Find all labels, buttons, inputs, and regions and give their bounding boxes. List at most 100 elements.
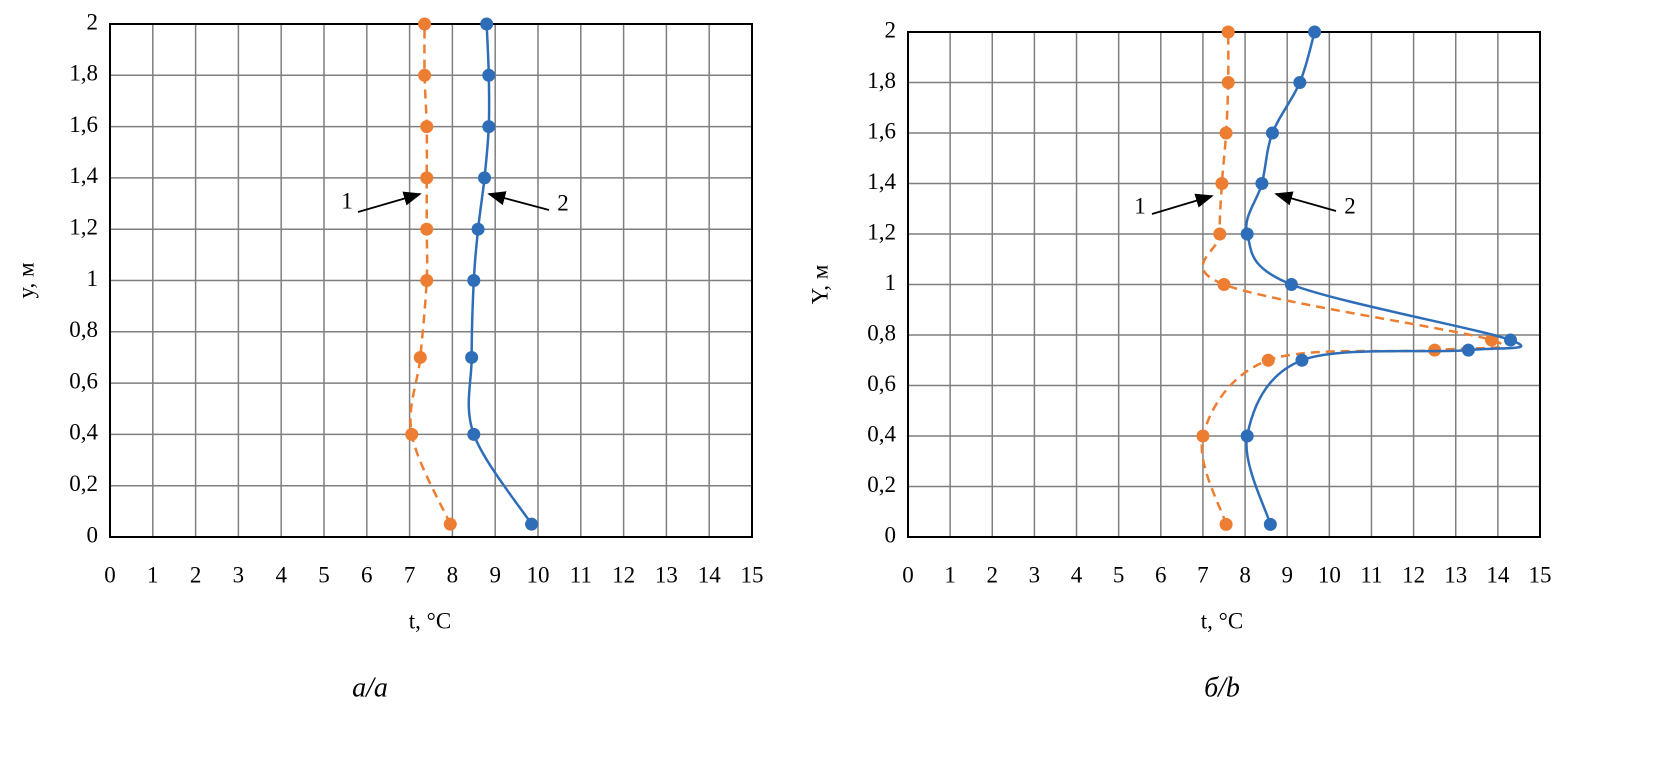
- y-tick-label: 0,8: [867, 320, 896, 345]
- data-point: [420, 222, 434, 236]
- data-point: [413, 350, 427, 364]
- x-axis-label: t, °C: [1201, 608, 1243, 633]
- data-point: [482, 120, 496, 134]
- y-tick-label: 1,4: [867, 169, 896, 194]
- x-tick-label: 5: [1113, 562, 1125, 587]
- data-point: [1240, 429, 1254, 443]
- y-tick-label: 0,2: [69, 471, 98, 496]
- x-tick-label: 9: [489, 562, 501, 587]
- x-tick-label: 11: [1360, 562, 1382, 587]
- x-tick-label: 3: [1029, 562, 1041, 587]
- data-point: [1255, 177, 1269, 190]
- data-point: [525, 517, 539, 531]
- y-tick-label: 1,6: [867, 118, 896, 143]
- annotation-arrow: [487, 191, 550, 211]
- y-axis-label: y, м: [13, 262, 38, 299]
- y-tick-label: 1,8: [867, 68, 896, 93]
- data-point: [420, 171, 434, 185]
- data-point: [1215, 177, 1229, 190]
- data-point: [1213, 227, 1227, 241]
- x-tick-label: 2: [190, 562, 202, 587]
- annotation: 2: [557, 190, 569, 215]
- data-point: [1221, 76, 1235, 89]
- x-tick-label: 6: [361, 562, 373, 587]
- series-line: [467, 23, 533, 525]
- annotation: 2: [1344, 193, 1356, 218]
- x-tick-label: 4: [275, 562, 287, 587]
- data-point: [1461, 343, 1475, 357]
- data-point: [420, 120, 434, 134]
- data-point: [1308, 25, 1322, 39]
- x-tick-label: 11: [570, 562, 592, 587]
- y-tick-label: 0: [87, 522, 99, 547]
- x-tick-label: 14: [698, 562, 722, 587]
- data-point: [1263, 517, 1277, 531]
- x-tick-label: 13: [655, 562, 678, 587]
- y-tick-label: 0,6: [69, 368, 98, 393]
- data-point: [480, 17, 494, 31]
- y-tick-label: 0,8: [69, 317, 98, 342]
- y-tick-label: 1: [885, 270, 897, 295]
- data-point: [467, 274, 481, 287]
- y-tick-label: 0,4: [867, 421, 896, 446]
- y-tick-label: 2: [885, 17, 897, 42]
- x-tick-label: 13: [1444, 562, 1467, 587]
- y-tick-label: 0: [885, 522, 897, 547]
- data-point: [443, 517, 457, 531]
- y-tick-label: 1: [87, 266, 99, 291]
- data-point: [1504, 333, 1518, 347]
- caption: а/a: [352, 672, 388, 703]
- x-tick-label: 6: [1155, 562, 1167, 587]
- y-axis-label: Y, м: [807, 264, 832, 304]
- data-point: [1295, 353, 1309, 367]
- x-tick-label: 12: [612, 562, 635, 587]
- y-tick-label: 0,6: [867, 371, 896, 396]
- data-point: [465, 350, 479, 364]
- data-point: [1221, 25, 1235, 39]
- x-tick-label: 15: [741, 562, 764, 587]
- data-point: [1261, 353, 1275, 367]
- data-point: [418, 17, 432, 31]
- annotation: 1: [341, 188, 353, 213]
- data-point: [1265, 126, 1279, 140]
- series-line: [409, 23, 452, 525]
- x-tick-label: 7: [404, 562, 416, 587]
- annotation-arrow: [1151, 193, 1214, 215]
- data-point: [1196, 429, 1210, 443]
- data-point: [405, 427, 419, 441]
- data-point: [1284, 278, 1298, 291]
- y-tick-label: 1,6: [69, 112, 98, 137]
- caption: б/b: [1204, 672, 1240, 703]
- x-tick-label: 5: [318, 562, 330, 587]
- data-point: [1240, 227, 1254, 241]
- x-tick-label: 1: [944, 562, 956, 587]
- data-point: [1217, 278, 1231, 291]
- data-point: [420, 274, 434, 287]
- y-tick-label: 1,2: [867, 219, 896, 244]
- x-tick-label: 10: [1318, 562, 1341, 587]
- data-point: [467, 427, 481, 441]
- y-tick-label: 1,2: [69, 214, 98, 239]
- x-tick-label: 3: [233, 562, 245, 587]
- y-tick-label: 0,4: [69, 420, 98, 445]
- y-tick-label: 1,4: [69, 163, 98, 188]
- x-tick-label: 0: [902, 562, 914, 587]
- data-point: [1219, 517, 1233, 531]
- annotation-arrow: [1274, 191, 1337, 212]
- x-tick-label: 15: [1529, 562, 1552, 587]
- y-tick-label: 0,2: [867, 472, 896, 497]
- x-tick-label: 4: [1071, 562, 1083, 587]
- x-tick-label: 0: [104, 562, 116, 587]
- data-point: [478, 171, 491, 185]
- x-tick-label: 7: [1197, 562, 1209, 587]
- x-tick-label: 10: [527, 562, 550, 587]
- data-point: [471, 222, 485, 236]
- x-tick-label: 8: [447, 562, 459, 587]
- data-point: [1293, 76, 1307, 89]
- x-tick-label: 2: [987, 562, 999, 587]
- data-point: [482, 68, 496, 82]
- y-tick-label: 2: [87, 9, 99, 34]
- x-axis-label: t, °C: [409, 608, 451, 633]
- data-point: [418, 68, 432, 82]
